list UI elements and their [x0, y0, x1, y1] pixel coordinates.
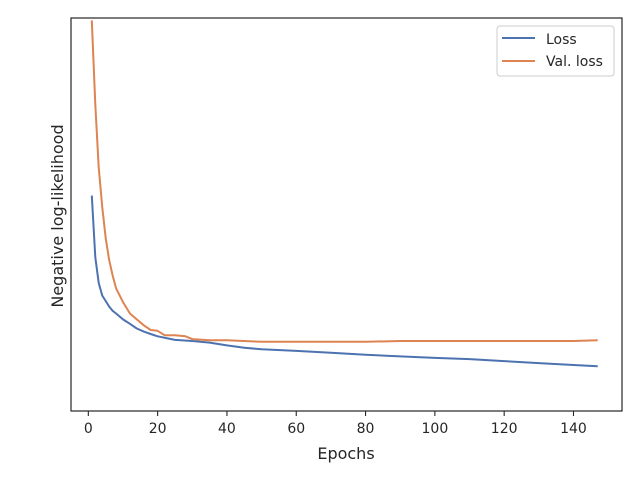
y-axis-label: Negative log-likelihood	[48, 124, 67, 307]
series-layer	[90, 20, 598, 368]
x-ticks: 0 20 40 60 80 100 120 140	[84, 411, 587, 437]
x-tick-label: 120	[491, 421, 518, 437]
x-tick-label: 40	[218, 421, 236, 437]
legend-label-val-loss: Val. loss	[546, 54, 603, 70]
legend-label-loss: Loss	[546, 32, 577, 48]
plot-area: 0 20 40 60 80 100 120 140	[70, 17, 623, 437]
x-tick-label: 0	[84, 421, 93, 437]
x-tick-label: 100	[422, 421, 449, 437]
x-axis-label: Epochs	[317, 444, 374, 463]
x-tick-label: 80	[357, 421, 375, 437]
legend: Loss Val. loss	[496, 25, 615, 77]
x-tick-label: 20	[149, 421, 167, 437]
series-line-loss	[90, 195, 598, 368]
series-line-val-loss	[90, 20, 598, 343]
x-tick-label: 140	[560, 421, 587, 437]
x-tick-label: 60	[287, 421, 305, 437]
plot-frame	[70, 17, 623, 412]
